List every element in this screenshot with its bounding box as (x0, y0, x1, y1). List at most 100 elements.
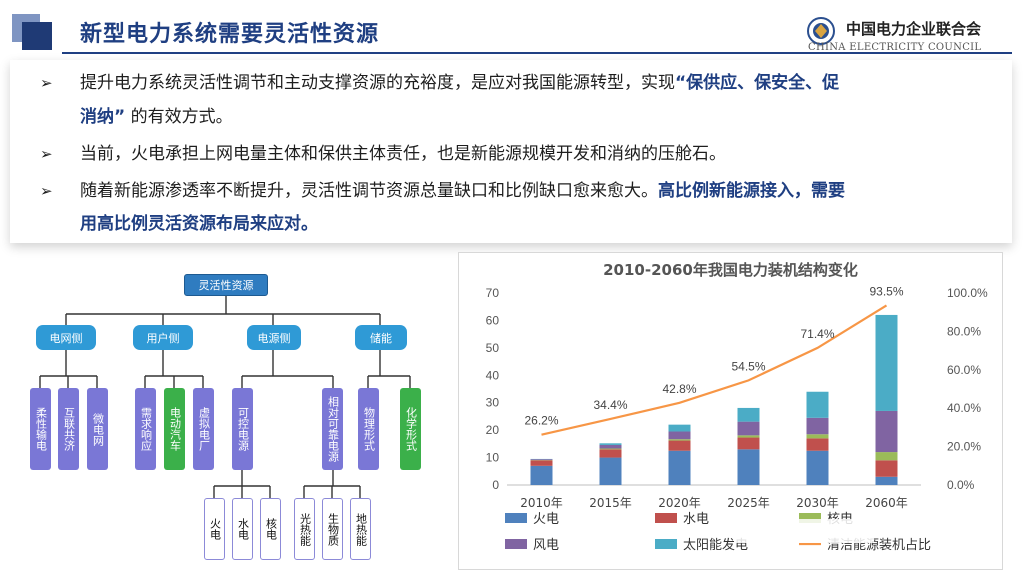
tree-subleaf: 核电 (260, 498, 281, 560)
tree-leaf-highlight: 电动汽车 (164, 388, 185, 470)
legend-swatch (655, 513, 677, 523)
bullet-3-highlight: 高比例新能源接入，需要 (658, 181, 845, 201)
watermark-overlay (734, 519, 874, 543)
bar-segment (599, 457, 622, 485)
bar-segment (875, 410, 898, 453)
flexibility-resource-tree: 灵活性资源 电网侧 用户侧 电源侧 储能 柔性输电 互联共济 微电网 需求响应 … (0, 250, 450, 576)
header-divider (62, 52, 1012, 54)
tree-branch-storage: 储能 (355, 325, 407, 350)
tree-root: 灵活性资源 (184, 274, 268, 296)
bullet-3-text: 随着新能源渗透率不断提升，灵活性调节资源总量缺口和比例缺口愈来愈大。 (80, 181, 658, 201)
legend-swatch (655, 539, 677, 549)
y2-tick-label: 80.0% (947, 324, 981, 338)
bar-segment (668, 440, 691, 451)
y2-tick-label: 40.0% (947, 401, 981, 415)
tree-subleaf: 地热能 (350, 498, 371, 560)
bullet-arrow-icon: ➢ (40, 74, 53, 92)
bar-segment (806, 434, 829, 439)
tree-leaf: 互联共济 (58, 388, 79, 470)
bar-segment (806, 417, 829, 435)
org-name-cn: 中国电力企业联合会 (846, 20, 982, 38)
share-line (541, 304, 888, 436)
tree-subleaf: 生物质 (322, 498, 343, 560)
tree-leaf-highlight: 化学形式 (400, 388, 421, 470)
share-data-label: 34.4% (593, 398, 627, 412)
bar-segment (737, 421, 760, 436)
tree-leaf: 相对可靠电源 (322, 388, 343, 470)
bar-segment (875, 452, 898, 461)
y-tick-label: 10 (486, 451, 500, 465)
bar-segment (599, 448, 622, 450)
bullet-arrow-icon: ➢ (40, 182, 53, 200)
bar-segment (530, 459, 553, 461)
bar-segment (668, 431, 691, 440)
org-logo: 中国电力企业联合会 CHINA ELECTRICITY COUNCIL (806, 14, 1002, 54)
y2-tick-label: 20.0% (947, 440, 981, 454)
bar-segment (875, 460, 898, 477)
y-tick-label: 70 (486, 286, 500, 300)
y2-tick-label: 100.0% (947, 286, 988, 300)
bullet-1-line-1: 提升电力系统灵活性调节和主动支撑资源的充裕度，是应对我国能源转型，实现“保供应、… (80, 66, 839, 100)
slide-header: 新型电力系统需要灵活性资源 中国电力企业联合会 CHINA ELECTRICIT… (0, 0, 1024, 62)
bar-segment (530, 460, 553, 466)
tree-connectors (39, 296, 411, 498)
bullet-1-line-2: 消纳” 的有效方式。 (80, 100, 233, 134)
legend-label: 水电 (683, 512, 709, 527)
bullet-3-line-1: 随着新能源渗透率不断提升，灵活性调节资源总量缺口和比例缺口愈来愈大。高比例新能源… (80, 174, 845, 208)
y2-tick-label: 0.0% (947, 478, 975, 492)
tree-branch-grid: 电网侧 (36, 325, 96, 350)
tree-subleaf: 火电 (204, 498, 225, 560)
y-tick-label: 60 (486, 313, 500, 327)
tree-leaf: 柔性输电 (30, 388, 51, 470)
tree-subleaf: 水电 (232, 498, 253, 560)
share-data-label: 26.2% (524, 414, 558, 428)
page-title: 新型电力系统需要灵活性资源 (80, 22, 380, 47)
share-data-label: 54.5% (731, 359, 765, 373)
bar-segment (530, 465, 553, 485)
bullet-2-text: 当前，火电承担上网电量主体和保供主体责任，也是新能源规模开发和消纳的压舱石。 (80, 144, 726, 164)
cec-emblem-icon (807, 17, 835, 45)
tree-branch-source: 电源侧 (247, 325, 301, 350)
y-tick-label: 0 (492, 478, 499, 492)
tree-leaf: 物理形式 (358, 388, 379, 470)
bullet-1-text: 提升电力系统灵活性调节和主动支撑资源的充裕度，是应对我国能源转型，实现 (80, 73, 675, 93)
bullet-panel: ➢ 提升电力系统灵活性调节和主动支撑资源的充裕度，是应对我国能源转型，实现“保供… (10, 60, 1012, 243)
tree-branch-user: 用户侧 (133, 325, 193, 350)
x-tick-label: 2010年 (520, 496, 563, 510)
bar-segment (668, 450, 691, 485)
bar-segment (806, 450, 829, 485)
legend-label: 火电 (533, 512, 559, 527)
bullet-1-highlight: “保供应、保安全、促 (675, 73, 840, 93)
bar-segment (737, 437, 760, 450)
share-data-label: 42.8% (662, 382, 696, 396)
legend-swatch (799, 513, 821, 523)
legend-swatch (505, 513, 527, 523)
tree-leaf: 虚拟电厂 (193, 388, 214, 470)
bar-segment (806, 438, 829, 451)
chart-canvas: 0 10 20 30 40 50 60 70 0.0% 20.0% 40.0% 60.0% 80.0% 1… (486, 284, 988, 553)
bar-segment (599, 449, 622, 458)
tree-leaf: 需求响应 (135, 388, 156, 470)
bar-segment (875, 476, 898, 485)
share-data-label: 71.4% (800, 327, 834, 341)
y-tick-label: 20 (486, 423, 500, 437)
bar-segment (737, 435, 760, 438)
capacity-structure-chart: 2010-2060年我国电力装机结构变化 0 10 20 30 40 50 60 70 0.0%… (458, 252, 1003, 570)
legend-label: 风电 (533, 538, 559, 553)
x-tick-label: 2025年 (727, 496, 770, 510)
bar-segment (875, 314, 898, 411)
title-decoration (12, 14, 52, 50)
x-tick-label: 2020年 (658, 496, 701, 510)
bar-segment (806, 391, 829, 418)
bullet-1-text-cont: 的有效方式。 (125, 107, 233, 127)
bar-segment (599, 443, 622, 445)
tree-leaf: 微电网 (87, 388, 108, 470)
tree-subleaf: 光热能 (294, 498, 315, 560)
x-tick-label: 2030年 (796, 496, 839, 510)
x-tick-label: 2060年 (865, 496, 908, 510)
bullet-arrow-icon: ➢ (40, 145, 53, 163)
decoration-square-dark (22, 22, 52, 50)
bullet-1-highlight-cont: 消纳” (80, 107, 126, 127)
y2-tick-label: 60.0% (947, 363, 981, 377)
bullet-3-highlight-cont: 用高比例灵活资源布局来应对。 (80, 214, 318, 234)
